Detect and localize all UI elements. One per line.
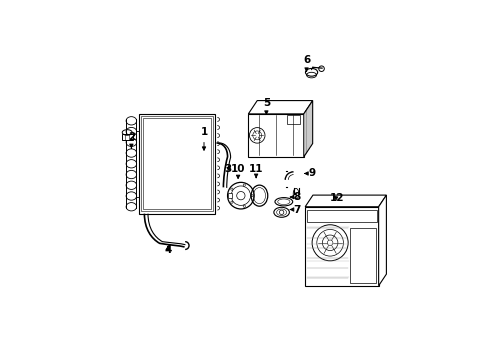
Text: 9: 9 [305,168,316,179]
Bar [305,207,379,286]
Bar [307,210,377,222]
Bar [248,114,304,157]
Ellipse shape [126,181,137,189]
Text: 6: 6 [303,55,310,71]
Polygon shape [305,195,387,207]
Polygon shape [379,195,387,286]
Bar [227,193,232,198]
Ellipse shape [126,159,137,168]
Ellipse shape [126,138,137,147]
Text: 2: 2 [128,132,135,148]
Text: 10: 10 [231,164,245,179]
Text: 4: 4 [164,245,171,255]
Bar [143,118,211,209]
Text: 8: 8 [290,192,300,202]
Polygon shape [304,100,313,157]
Ellipse shape [126,203,137,211]
Ellipse shape [126,170,137,179]
Bar [141,116,213,211]
Bar [349,228,376,283]
Polygon shape [248,100,313,114]
Text: 11: 11 [249,164,263,177]
Text: 7: 7 [290,204,300,215]
Text: 5: 5 [263,98,270,114]
Bar [287,115,299,123]
Bar [139,114,215,214]
Ellipse shape [126,149,137,157]
Text: 3: 3 [224,164,231,174]
Ellipse shape [126,117,137,125]
Circle shape [227,183,254,209]
Ellipse shape [126,192,137,200]
Bar [122,134,133,140]
Text: 1: 1 [200,127,208,150]
Ellipse shape [126,127,137,136]
Text: 12: 12 [330,193,344,203]
